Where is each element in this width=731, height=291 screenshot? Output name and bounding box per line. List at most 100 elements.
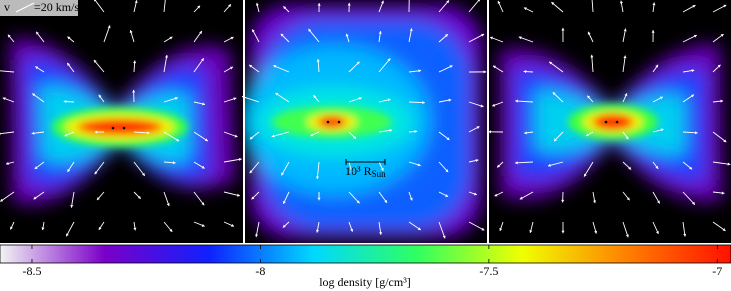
velocity-arrow-head <box>592 200 597 204</box>
velocity-arrow-head <box>490 36 493 40</box>
velocity-arrow-head <box>169 228 173 232</box>
velocity-arrow <box>0 131 15 135</box>
velocity-arrow-head <box>70 204 74 208</box>
velocity-arrow-head <box>389 128 393 132</box>
velocity-arrow <box>223 158 242 163</box>
velocity-arrow-head <box>652 2 656 6</box>
velocity-arrow-head <box>41 227 45 231</box>
velocity-arrow-head <box>132 89 136 93</box>
velocity-arrow-head <box>169 36 173 40</box>
velocity-arrow-head <box>164 54 169 58</box>
velocity-arrow-head <box>275 92 279 96</box>
velocity-arrow-head <box>229 66 233 70</box>
velocity-arrow-head <box>283 6 287 10</box>
velocity-arrow-head <box>133 227 137 231</box>
velocity-arrow-head <box>66 233 69 237</box>
velocity-arrow-head <box>230 36 234 40</box>
velocity-arrow-head <box>727 162 731 166</box>
velocity-arrow-head <box>199 31 202 34</box>
star <box>615 120 619 124</box>
velocity-arrow-head <box>249 136 253 140</box>
velocity-arrow <box>275 92 290 103</box>
velocity-arrow <box>591 54 594 73</box>
colorbar-tick-label: -7 <box>712 264 722 278</box>
velocity-arrow-head <box>723 4 727 8</box>
velocity-arrow-head <box>249 64 253 68</box>
velocity-arrow-head <box>350 228 354 232</box>
velocity-arrow-head <box>519 196 523 200</box>
star <box>326 120 330 124</box>
velocity-arrow-head <box>492 103 496 107</box>
velocity-arrow <box>308 28 320 43</box>
velocity-arrow-head <box>723 139 727 143</box>
scale-label-sub: Sun <box>372 169 387 179</box>
density-map-1 <box>0 0 243 243</box>
velocity-arrow-head <box>585 133 589 137</box>
star <box>111 126 115 130</box>
velocity-arrow-head <box>201 202 205 206</box>
velocity-arrow-head <box>497 0 501 4</box>
colorbar-tick-label: -7.5 <box>479 264 498 278</box>
velocity-arrow-head <box>94 171 98 175</box>
velocity-arrow-head <box>282 224 286 228</box>
velocity-arrow-head <box>497 164 501 168</box>
velocity-arrow-head <box>64 133 68 137</box>
velocity-arrow-head <box>231 223 235 227</box>
velocity-arrow <box>70 191 75 208</box>
velocity-arrow-head <box>446 137 450 140</box>
velocity-arrow <box>94 0 105 13</box>
velocity-arrow-head <box>494 193 498 197</box>
velocity-arrow-head <box>63 99 67 104</box>
velocity-arrow <box>468 0 480 13</box>
velocity-arrow-head <box>524 131 527 135</box>
velocity-arrow-head <box>204 138 208 142</box>
velocity-arrow-head <box>657 200 660 204</box>
velocity-arrow <box>193 191 205 206</box>
velocity-arrow-head <box>94 130 98 134</box>
velocity-arrow-head <box>67 168 71 172</box>
velocity-arrow-head <box>683 233 687 237</box>
velocity-arrow-head <box>691 94 695 98</box>
velocity-arrow-head <box>241 95 245 99</box>
velocity-symbol: v <box>4 0 10 14</box>
velocity-arrow-head <box>587 95 591 99</box>
velocity-arrow-head <box>551 2 555 5</box>
velocity-arrow-head <box>446 0 450 4</box>
velocity-arrow-head <box>409 197 413 201</box>
velocity-arrow-head <box>273 65 277 68</box>
velocity-arrow-head <box>308 28 312 32</box>
density-map-3 <box>489 0 731 243</box>
velocity-arrow-head <box>481 33 485 37</box>
velocity-arrow-head <box>255 2 259 6</box>
velocity-arrow-head <box>692 5 696 8</box>
velocity-arrow-head <box>554 138 557 142</box>
velocity-arrow-head <box>448 98 452 102</box>
velocity-arrow-head <box>316 59 320 62</box>
colorbar-tick-label: -8.5 <box>22 264 41 278</box>
velocity-label: =20 km/s <box>34 0 79 14</box>
velocity-arrow-head <box>353 135 356 139</box>
velocity-arrow-head <box>238 157 242 161</box>
velocity-arrow-head <box>317 197 321 201</box>
star <box>122 126 126 130</box>
velocity-arrow <box>622 221 629 238</box>
velocity-arrow-head <box>720 34 724 37</box>
velocity-arrow-head <box>477 0 480 2</box>
velocity-arrow-head <box>202 102 205 106</box>
velocity-arrow-head <box>317 3 321 6</box>
velocity-arrow <box>193 58 205 73</box>
velocity-arrow <box>163 0 166 13</box>
velocity-arrow-head <box>93 59 97 63</box>
velocity-arrow <box>591 0 594 13</box>
velocity-arrow <box>0 70 15 73</box>
velocity-arrow-head <box>315 229 320 233</box>
velocity-arrow <box>271 131 290 138</box>
velocity-arrow-head <box>313 95 317 99</box>
velocity-arrow-head <box>358 96 362 100</box>
velocity-arrow-head <box>387 58 391 62</box>
velocity-arrow <box>133 131 150 134</box>
velocity-arrow-head <box>417 227 421 231</box>
velocity-arrow <box>682 34 698 43</box>
velocity-arrow-head <box>31 131 35 135</box>
velocity-arrow-head <box>693 34 697 38</box>
